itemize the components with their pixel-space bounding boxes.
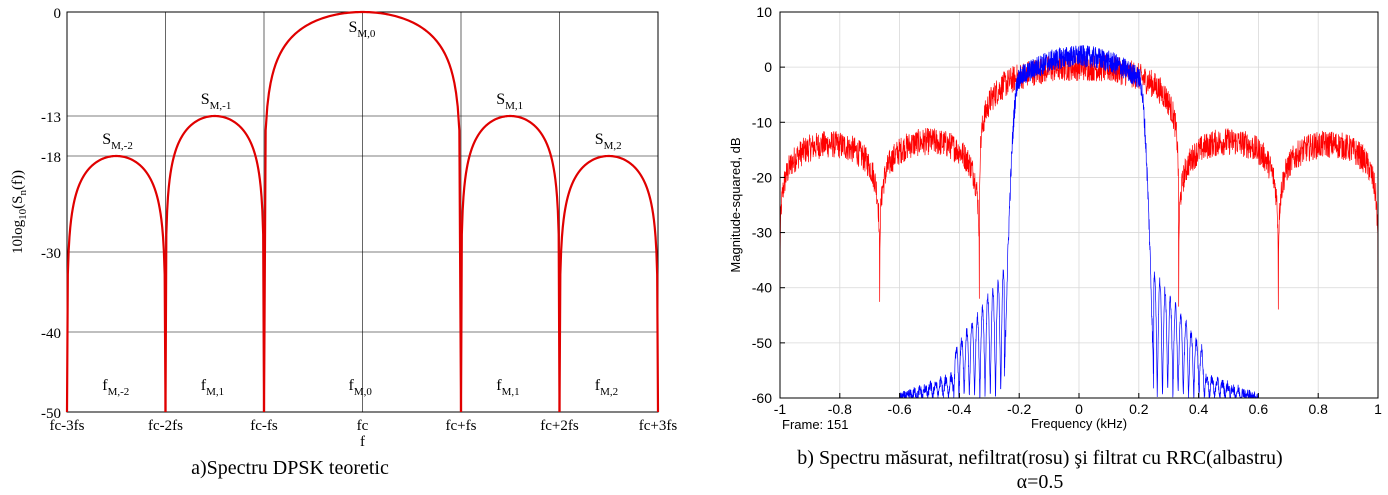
spectrum-lobe [65, 154, 167, 413]
y-tick-label: 10 [756, 4, 772, 20]
y-tick-label: -10 [752, 114, 772, 130]
y-tick-label: -40 [41, 326, 61, 342]
lobe-annotation: fM,2 [595, 377, 618, 398]
x-tick-label: 0.6 [1249, 401, 1269, 417]
y-tick-label: -30 [41, 246, 61, 262]
spectrum-lobe [164, 114, 266, 413]
x-tick-label: -0.2 [1007, 401, 1031, 417]
right-caption-line1: b) Spectru măsurat, nefiltrat(rosu) şi f… [797, 447, 1283, 469]
measured-spectrum-chart: 100-10-20-30-40-50-60-1 -0.8 -0.6 -0.4 -0.2 0… [728, 4, 1382, 432]
x-tick-label: -0.8 [828, 401, 852, 417]
y-tick-label: -20 [752, 169, 772, 185]
x-tick-label: fc+fs [446, 418, 477, 434]
x-tick-label: fc-fs [250, 418, 278, 434]
x-tick-label: fc-3fs [50, 418, 85, 434]
lobe-annotation: SM,-1 [201, 91, 232, 112]
lobe-annotation: fM,1 [201, 377, 224, 398]
x-tick-label: -0.6 [888, 401, 912, 417]
lobe-annotation: fM,-2 [102, 377, 129, 398]
filtered-spectrum-trace [899, 45, 1259, 399]
y-tick-label: -30 [752, 225, 772, 241]
spectrum-lobe [558, 154, 660, 413]
x-axis-label: Frequency (kHz) [1031, 416, 1127, 431]
lobe-annotation: SM,-2 [102, 131, 133, 152]
lobe-annotation: SM,1 [496, 91, 523, 112]
x-axis-label: f [360, 434, 365, 450]
x-tick-label: -1 [774, 401, 787, 417]
y-tick-label: -60 [752, 390, 772, 406]
x-tick-label: 0.4 [1189, 401, 1209, 417]
x-tick-label: 1 [1374, 401, 1382, 417]
x-tick-label: 0 [1075, 401, 1083, 417]
y-tick-label: 0 [764, 59, 772, 75]
lobe-annotation: fM,1 [496, 377, 519, 398]
y-tick-label: -13 [41, 110, 61, 126]
x-tick-label: -0.4 [947, 401, 971, 417]
lobe-annotation: SM,0 [349, 19, 376, 40]
y-axis-label: Magnitude-squared, dB [728, 137, 743, 272]
x-tick-label: fc+2fs [540, 418, 579, 434]
left-caption: a)Spectru DPSK teoretic [191, 457, 389, 479]
y-tick-label: 0 [54, 6, 62, 22]
x-tick-label: fc [357, 418, 369, 434]
y-tick-label: -18 [41, 150, 61, 166]
x-tick-label: fc+3fs [639, 418, 678, 434]
lobe-annotation: fM,0 [349, 377, 373, 398]
x-tick-label: 0.8 [1308, 401, 1328, 417]
y-axis-label: 10log10(Sn(f)) [10, 170, 29, 254]
y-tick-label: -50 [752, 335, 772, 351]
x-tick-label: 0.2 [1129, 401, 1149, 417]
lobe-annotation: SM,2 [595, 131, 622, 152]
y-tick-label: -50 [41, 406, 61, 422]
frame-counter-label: Frame: 151 [782, 417, 848, 432]
right-caption-line2: α=0.5 [1016, 471, 1064, 493]
x-tick-label: fc-2fs [148, 418, 183, 434]
spectrum-lobe [459, 114, 561, 413]
y-tick-label: -40 [752, 280, 772, 296]
unfiltered-spectrum-trace [779, 54, 1379, 399]
spectrum-lobe [262, 10, 463, 413]
